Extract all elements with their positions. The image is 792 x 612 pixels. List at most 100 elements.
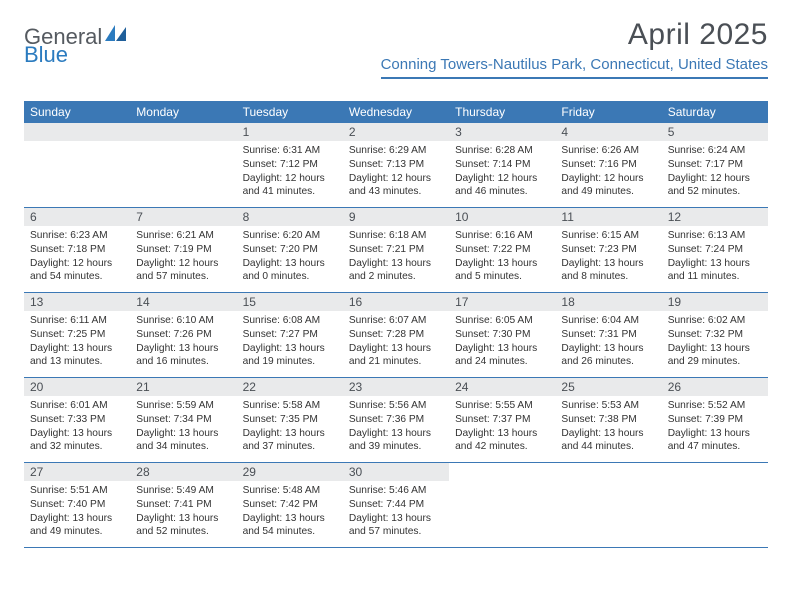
day-number: 9 <box>343 208 449 226</box>
day-header: Thursday <box>449 101 555 123</box>
daylight-line: Daylight: 13 hours <box>243 342 337 356</box>
daylight-line: and 49 minutes. <box>30 525 124 539</box>
sunset-line: Sunset: 7:16 PM <box>561 158 655 172</box>
day-number: 1 <box>237 123 343 141</box>
day-cell: 23Sunrise: 5:56 AMSunset: 7:36 PMDayligh… <box>343 378 449 462</box>
day-body: Sunrise: 6:31 AMSunset: 7:12 PMDaylight:… <box>237 141 343 203</box>
day-number: 4 <box>555 123 661 141</box>
sunset-line: Sunset: 7:26 PM <box>136 328 230 342</box>
daylight-line: Daylight: 13 hours <box>136 342 230 356</box>
sunrise-line: Sunrise: 6:02 AM <box>668 314 762 328</box>
daylight-line: and 11 minutes. <box>668 270 762 284</box>
daylight-line: Daylight: 13 hours <box>455 257 549 271</box>
day-body: Sunrise: 5:55 AMSunset: 7:37 PMDaylight:… <box>449 396 555 458</box>
sunset-line: Sunset: 7:20 PM <box>243 243 337 257</box>
day-body: Sunrise: 6:01 AMSunset: 7:33 PMDaylight:… <box>24 396 130 458</box>
daylight-line: Daylight: 12 hours <box>561 172 655 186</box>
day-cell: 19Sunrise: 6:02 AMSunset: 7:32 PMDayligh… <box>662 293 768 377</box>
daylight-line: Daylight: 13 hours <box>243 427 337 441</box>
sunrise-line: Sunrise: 5:56 AM <box>349 399 443 413</box>
daylight-line: and 41 minutes. <box>243 185 337 199</box>
day-cell: 30Sunrise: 5:46 AMSunset: 7:44 PMDayligh… <box>343 463 449 547</box>
logo-sail-icon <box>105 25 127 41</box>
sunrise-line: Sunrise: 6:31 AM <box>243 144 337 158</box>
day-cell: 12Sunrise: 6:13 AMSunset: 7:24 PMDayligh… <box>662 208 768 292</box>
day-body: Sunrise: 6:05 AMSunset: 7:30 PMDaylight:… <box>449 311 555 373</box>
daylight-line: Daylight: 13 hours <box>30 427 124 441</box>
day-number: 23 <box>343 378 449 396</box>
daylight-line: and 46 minutes. <box>455 185 549 199</box>
day-body: Sunrise: 6:18 AMSunset: 7:21 PMDaylight:… <box>343 226 449 288</box>
sunrise-line: Sunrise: 5:49 AM <box>136 484 230 498</box>
day-body: Sunrise: 6:15 AMSunset: 7:23 PMDaylight:… <box>555 226 661 288</box>
weeks-container: 1Sunrise: 6:31 AMSunset: 7:12 PMDaylight… <box>24 123 768 548</box>
day-header: Saturday <box>662 101 768 123</box>
sunrise-line: Sunrise: 6:13 AM <box>668 229 762 243</box>
sunset-line: Sunset: 7:37 PM <box>455 413 549 427</box>
sunset-line: Sunset: 7:24 PM <box>668 243 762 257</box>
day-number: 19 <box>662 293 768 311</box>
day-cell: 14Sunrise: 6:10 AMSunset: 7:26 PMDayligh… <box>130 293 236 377</box>
day-cell: 5Sunrise: 6:24 AMSunset: 7:17 PMDaylight… <box>662 123 768 207</box>
sunset-line: Sunset: 7:32 PM <box>668 328 762 342</box>
daylight-line: and 49 minutes. <box>561 185 655 199</box>
sunrise-line: Sunrise: 6:20 AM <box>243 229 337 243</box>
day-cell: 15Sunrise: 6:08 AMSunset: 7:27 PMDayligh… <box>237 293 343 377</box>
sunset-line: Sunset: 7:21 PM <box>349 243 443 257</box>
day-body: Sunrise: 6:13 AMSunset: 7:24 PMDaylight:… <box>662 226 768 288</box>
daylight-line: Daylight: 13 hours <box>455 342 549 356</box>
day-number: 10 <box>449 208 555 226</box>
empty-day-bar <box>662 463 768 481</box>
week-row: 27Sunrise: 5:51 AMSunset: 7:40 PMDayligh… <box>24 463 768 548</box>
day-number: 24 <box>449 378 555 396</box>
day-header-row: SundayMondayTuesdayWednesdayThursdayFrid… <box>24 101 768 123</box>
daylight-line: and 13 minutes. <box>30 355 124 369</box>
daylight-line: and 57 minutes. <box>349 525 443 539</box>
day-number: 17 <box>449 293 555 311</box>
day-cell: 18Sunrise: 6:04 AMSunset: 7:31 PMDayligh… <box>555 293 661 377</box>
daylight-line: and 54 minutes. <box>243 525 337 539</box>
sunset-line: Sunset: 7:22 PM <box>455 243 549 257</box>
empty-cell <box>662 463 768 547</box>
day-number: 18 <box>555 293 661 311</box>
day-number: 20 <box>24 378 130 396</box>
day-header: Sunday <box>24 101 130 123</box>
day-header: Friday <box>555 101 661 123</box>
sunset-line: Sunset: 7:40 PM <box>30 498 124 512</box>
title-block: April 2025 Conning Towers-Nautilus Park,… <box>381 18 768 79</box>
day-body: Sunrise: 5:51 AMSunset: 7:40 PMDaylight:… <box>24 481 130 543</box>
daylight-line: Daylight: 13 hours <box>561 427 655 441</box>
sunset-line: Sunset: 7:23 PM <box>561 243 655 257</box>
daylight-line: Daylight: 13 hours <box>668 257 762 271</box>
day-cell: 2Sunrise: 6:29 AMSunset: 7:13 PMDaylight… <box>343 123 449 207</box>
daylight-line: and 29 minutes. <box>668 355 762 369</box>
week-row: 1Sunrise: 6:31 AMSunset: 7:12 PMDaylight… <box>24 123 768 208</box>
sunrise-line: Sunrise: 6:01 AM <box>30 399 124 413</box>
day-cell: 29Sunrise: 5:48 AMSunset: 7:42 PMDayligh… <box>237 463 343 547</box>
daylight-line: Daylight: 13 hours <box>668 427 762 441</box>
sunset-line: Sunset: 7:38 PM <box>561 413 655 427</box>
sunrise-line: Sunrise: 6:24 AM <box>668 144 762 158</box>
daylight-line: and 0 minutes. <box>243 270 337 284</box>
sunrise-line: Sunrise: 6:16 AM <box>455 229 549 243</box>
day-body: Sunrise: 6:26 AMSunset: 7:16 PMDaylight:… <box>555 141 661 203</box>
sunset-line: Sunset: 7:14 PM <box>455 158 549 172</box>
empty-cell <box>449 463 555 547</box>
day-cell: 1Sunrise: 6:31 AMSunset: 7:12 PMDaylight… <box>237 123 343 207</box>
day-body: Sunrise: 6:29 AMSunset: 7:13 PMDaylight:… <box>343 141 449 203</box>
day-cell: 26Sunrise: 5:52 AMSunset: 7:39 PMDayligh… <box>662 378 768 462</box>
daylight-line: and 52 minutes. <box>668 185 762 199</box>
daylight-line: Daylight: 13 hours <box>243 512 337 526</box>
day-body: Sunrise: 5:46 AMSunset: 7:44 PMDaylight:… <box>343 481 449 543</box>
daylight-line: and 19 minutes. <box>243 355 337 369</box>
day-number: 2 <box>343 123 449 141</box>
sunset-line: Sunset: 7:27 PM <box>243 328 337 342</box>
sunset-line: Sunset: 7:28 PM <box>349 328 443 342</box>
day-body: Sunrise: 6:11 AMSunset: 7:25 PMDaylight:… <box>24 311 130 373</box>
sunrise-line: Sunrise: 5:55 AM <box>455 399 549 413</box>
daylight-line: and 5 minutes. <box>455 270 549 284</box>
sunrise-line: Sunrise: 5:52 AM <box>668 399 762 413</box>
day-cell: 6Sunrise: 6:23 AMSunset: 7:18 PMDaylight… <box>24 208 130 292</box>
daylight-line: and 43 minutes. <box>349 185 443 199</box>
empty-day-bar <box>449 463 555 481</box>
